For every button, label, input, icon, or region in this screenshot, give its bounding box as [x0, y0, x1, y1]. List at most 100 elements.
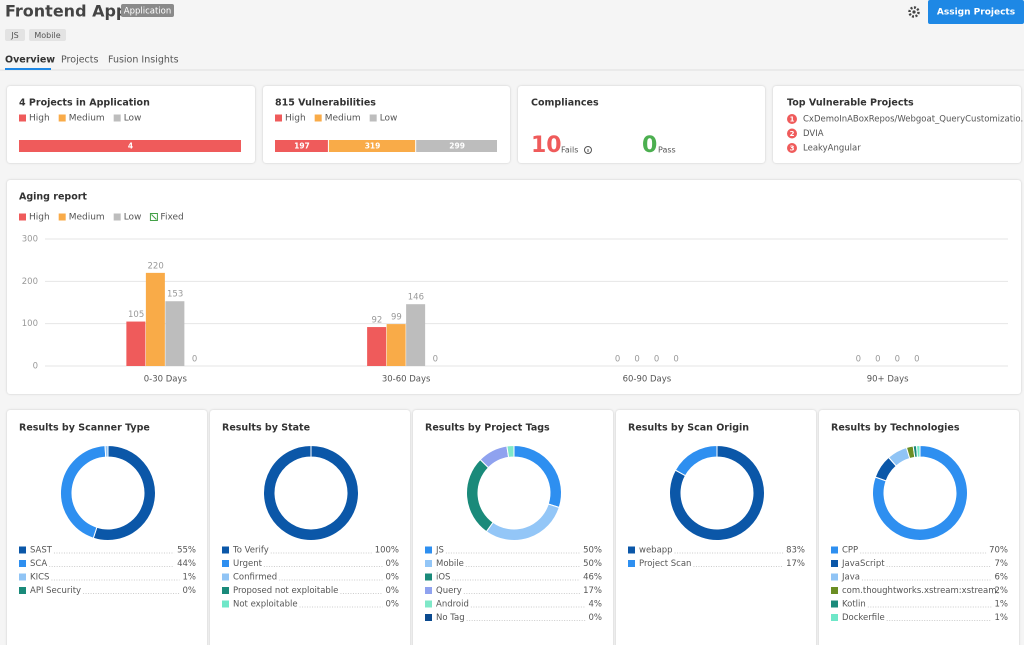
bar-value-label: 0	[615, 355, 620, 365]
project-name[interactable]: DVIA	[803, 129, 824, 139]
y-tick-label: 100	[22, 319, 38, 329]
tab-indicator	[5, 68, 51, 70]
legend-swatch	[425, 600, 432, 608]
card	[7, 410, 207, 645]
legend-value: 70%	[989, 546, 1008, 556]
assign-button[interactable]	[928, 0, 1024, 24]
page-title: Frontend Apps	[5, 2, 137, 21]
bar-value-label: 0	[634, 355, 639, 365]
legend-swatch	[19, 114, 26, 122]
button-text: Assign Projects	[937, 8, 1015, 18]
card	[7, 180, 1021, 394]
legend-label: No Tag	[436, 613, 465, 623]
chart-title: Results by Technologies	[831, 423, 960, 434]
badge-text: Application	[124, 7, 172, 17]
legend-swatch	[222, 600, 229, 608]
tag[interactable]	[5, 29, 25, 41]
chart-title: Results by Scanner Type	[19, 423, 150, 434]
bar-segment-label: 197	[294, 142, 310, 151]
card	[413, 410, 613, 645]
legend-swatch	[19, 560, 26, 567]
donut-segment[interactable]	[669, 444, 765, 541]
bar	[145, 272, 165, 366]
bar-value-label: 0	[895, 355, 900, 365]
y-tick-label: 0	[33, 362, 38, 372]
legend-label: Medium	[69, 213, 105, 223]
legend-swatch	[58, 114, 66, 122]
bar	[386, 324, 406, 366]
fails-count: 10	[531, 133, 562, 158]
legend-swatch	[628, 546, 635, 554]
legend-value: 1%	[995, 600, 1009, 610]
legend-label: Urgent	[233, 559, 263, 569]
legend-label: Java	[841, 573, 860, 583]
legend-label: To Verify	[232, 546, 269, 556]
legend-swatch	[222, 546, 229, 554]
tag[interactable]	[29, 29, 66, 41]
legend-label: Kotlin	[842, 600, 866, 610]
legend-value: 0%	[386, 586, 400, 596]
legend-label: Low	[380, 114, 398, 124]
legend-label: JS	[435, 546, 444, 556]
project-name[interactable]: CxDemoInABoxRepos/Webgoat_QueryCustomiza…	[803, 115, 1024, 125]
settings-icon[interactable]	[908, 6, 920, 18]
bar-segment-label: 319	[365, 142, 381, 151]
legend-swatch	[831, 587, 838, 594]
legend-label: High	[29, 114, 50, 124]
legend-swatch	[113, 213, 121, 221]
legend-swatch	[425, 560, 432, 567]
rank-number: 2	[790, 130, 795, 138]
legend-swatch	[19, 573, 26, 581]
donut-segment[interactable]	[506, 444, 515, 458]
bar-value-label: 0	[433, 355, 438, 365]
legend-label: API Security	[30, 586, 81, 596]
card-title: Compliances	[531, 98, 599, 109]
tag-text: Mobile	[34, 31, 60, 40]
legend-label: CPP	[842, 546, 858, 556]
chart-title: Results by Scan Origin	[628, 423, 749, 434]
y-tick-label: 200	[22, 277, 38, 287]
card	[518, 86, 765, 163]
tab[interactable]: Overview	[5, 55, 55, 66]
legend-swatch	[19, 546, 26, 554]
info-icon[interactable]	[584, 146, 592, 154]
legend-value: 0%	[183, 586, 197, 596]
legend-value: 0%	[386, 559, 400, 569]
legend-value: 100%	[375, 546, 399, 556]
card	[819, 410, 1019, 645]
donut-segment[interactable]	[674, 444, 718, 477]
legend-swatch	[222, 560, 229, 567]
legend-label: Medium	[325, 114, 361, 124]
legend-swatch	[222, 587, 229, 594]
bar	[165, 301, 185, 366]
legend-swatch	[425, 614, 432, 621]
project-name[interactable]: LeakyAngular	[803, 144, 861, 154]
legend-value: 55%	[177, 546, 196, 556]
donut-segment[interactable]	[262, 444, 359, 541]
tab[interactable]: Projects	[61, 55, 99, 66]
chart-title: Aging report	[19, 192, 87, 203]
legend-swatch	[831, 546, 838, 554]
bar-value-label: 153	[167, 290, 183, 300]
card	[616, 410, 816, 645]
legend-swatch	[831, 573, 838, 581]
legend-value: 2%	[995, 586, 1009, 596]
legend-label: Low	[124, 114, 142, 124]
donut-segment[interactable]	[916, 444, 921, 458]
legend-label: KICS	[30, 573, 49, 583]
tab[interactable]: Fusion Insights	[108, 55, 179, 66]
rank-badge	[787, 114, 797, 124]
bar	[406, 304, 426, 366]
x-tick-label: 60-90 Days	[623, 375, 672, 385]
legend-value: 0%	[386, 600, 400, 610]
legend-value: 1%	[183, 573, 197, 583]
legend-label: High	[285, 114, 306, 124]
legend-swatch	[113, 114, 121, 122]
rank-badge	[787, 128, 797, 139]
donut-segment[interactable]	[872, 444, 968, 541]
badge	[121, 4, 174, 17]
rank-number: 1	[790, 116, 795, 124]
legend-swatch	[369, 114, 377, 122]
pass-count: 0	[642, 133, 657, 158]
